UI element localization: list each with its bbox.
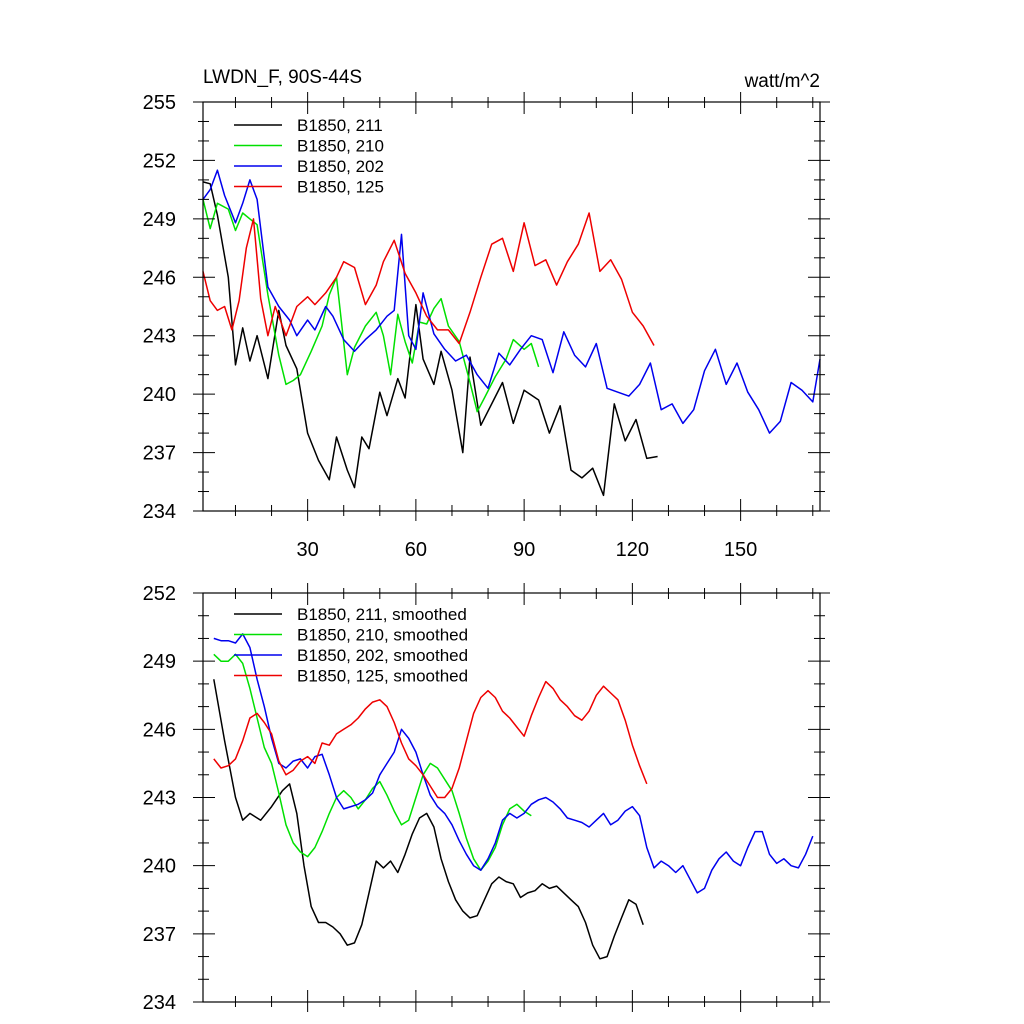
top-ticks-group — [193, 92, 830, 521]
series-line-211 — [202, 181, 658, 497]
top-legend: B1850, 211 B1850, 210 B1850, 202 B1850, … — [234, 116, 384, 197]
panel-top: LWDN_F, 90S-44S watt/m^2 234 237 240 243… — [143, 67, 830, 561]
legend-label-125-smoothed: B1850, 125, smoothed — [297, 667, 468, 686]
ytick-label: 237 — [143, 924, 176, 946]
ytick-label: 234 — [143, 501, 176, 523]
top-plot-frame — [202, 101, 821, 512]
series-line-125-smoothed — [213, 680, 648, 799]
ytick-label: 255 — [143, 92, 176, 114]
xtick-label: 60 — [405, 539, 427, 561]
panel-bottom: 234 237 240 243 246 249 252 B1850, 211, … — [143, 583, 830, 1014]
ytick-label: 240 — [143, 856, 176, 878]
xtick-label: 150 — [724, 539, 757, 561]
top-xtick-labels: 30 60 90 120 150 — [297, 539, 758, 561]
ytick-label: 240 — [143, 384, 176, 406]
bottom-series-group — [213, 633, 814, 960]
legend-label-210: B1850, 210 — [297, 137, 384, 156]
ytick-label: 246 — [143, 719, 176, 741]
legend-label-211-smoothed: B1850, 211, smoothed — [297, 605, 467, 624]
series-line-202 — [202, 169, 821, 434]
legend-label-202-smoothed: B1850, 202, smoothed — [297, 646, 468, 665]
ytick-label: 249 — [143, 651, 176, 673]
ytick-label: 243 — [143, 788, 176, 810]
xtick-label: 90 — [513, 539, 535, 561]
units-label: watt/m^2 — [744, 71, 820, 92]
bottom-ticks-group — [193, 583, 830, 1012]
xtick-label: 30 — [297, 539, 319, 561]
ytick-label: 252 — [143, 583, 176, 605]
ytick-label: 249 — [143, 209, 176, 231]
xtick-label: 120 — [616, 539, 649, 561]
top-series-group — [202, 169, 821, 497]
bottom-ytick-labels: 234 237 240 243 246 249 252 — [143, 583, 176, 1014]
top-ytick-labels: 234 237 240 243 246 249 252 255 — [143, 92, 176, 523]
legend-label-211: B1850, 211 — [297, 116, 383, 135]
ytick-label: 234 — [143, 992, 176, 1014]
chart-title: LWDN_F, 90S-44S — [203, 67, 362, 88]
ytick-label: 237 — [143, 443, 176, 465]
legend-label-210-smoothed: B1850, 210, smoothed — [297, 626, 468, 645]
series-line-210-smoothed — [213, 653, 532, 871]
legend-label-125: B1850, 125 — [297, 178, 384, 197]
legend-label-202: B1850, 202 — [297, 157, 384, 176]
bottom-legend: B1850, 211, smoothed B1850, 210, smoothe… — [234, 605, 468, 686]
bottom-plot-frame — [202, 592, 821, 1003]
series-line-210 — [202, 199, 540, 413]
ytick-label: 246 — [143, 267, 176, 289]
series-line-125 — [202, 212, 655, 346]
ytick-label: 243 — [143, 326, 176, 348]
series-line-202-smoothed — [213, 633, 814, 894]
series-line-211-smoothed — [213, 679, 644, 960]
ytick-label: 252 — [143, 150, 176, 172]
